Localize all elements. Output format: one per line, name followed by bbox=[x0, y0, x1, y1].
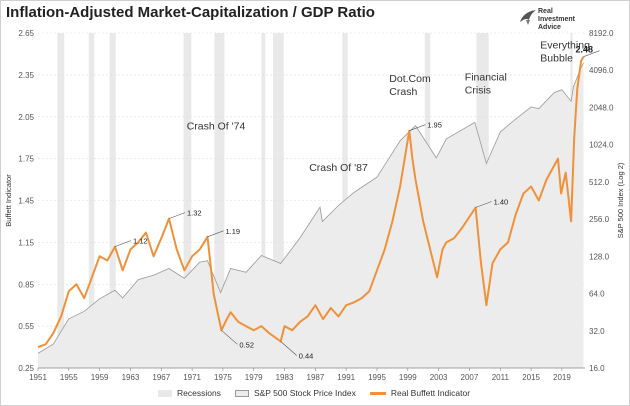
x-tick-label-2: 1959 bbox=[91, 373, 109, 382]
data-label-leader-5 bbox=[409, 124, 426, 131]
data-label-leader-7 bbox=[583, 50, 600, 57]
legend-label-buffett: Real Buffett Indicator bbox=[390, 388, 471, 398]
data-label-6: 1.40 bbox=[494, 198, 509, 207]
sp500-line bbox=[37, 62, 584, 354]
left-tick-label-5: 1.15 bbox=[18, 238, 34, 247]
eagle-logo-icon bbox=[520, 10, 536, 25]
brand-logo: Real Investment Advice bbox=[518, 6, 608, 32]
right-axis-title: S&P 500 Index (Log 2) bbox=[616, 162, 625, 238]
x-tick-label-7: 1979 bbox=[245, 373, 263, 382]
data-label-leader-3 bbox=[221, 330, 238, 345]
sp500-area bbox=[38, 62, 584, 369]
recession-band-2 bbox=[109, 33, 116, 368]
left-tick-label-0: 2.65 bbox=[18, 29, 34, 38]
legend-item-buffett: Real Buffett Indicator bbox=[369, 388, 471, 398]
logo-text-line-1: Real bbox=[538, 8, 553, 15]
legend-label-sp500: S&P 500 Stock Price Index bbox=[253, 388, 356, 398]
right-tick-label-7: 64.0 bbox=[589, 290, 605, 299]
left-axis-title: Buffett Indicator bbox=[4, 174, 13, 227]
right-tick-label-6: 128.0 bbox=[589, 252, 610, 261]
left-tick-label-4: 1.45 bbox=[18, 197, 34, 206]
left-tick-label-1: 2.35 bbox=[18, 71, 34, 80]
annotation-2-line-1: Crash bbox=[389, 86, 417, 98]
x-tick-label-14: 2007 bbox=[461, 373, 479, 382]
data-label-leader-0 bbox=[114, 240, 132, 247]
left-tick-label-6: 0.85 bbox=[18, 280, 34, 289]
x-tick-label-3: 1963 bbox=[122, 373, 140, 382]
legend-swatch-sp500 bbox=[234, 389, 249, 397]
annotation-0-line-0: Crash Of '74 bbox=[187, 120, 246, 132]
recession-band-0 bbox=[57, 33, 65, 368]
left-tick-label-7: 0.55 bbox=[18, 322, 34, 331]
data-label-7: 2.48 bbox=[576, 45, 594, 55]
x-tick-label-13: 2003 bbox=[430, 373, 448, 382]
annotation-1-line-0: Crash Of '87 bbox=[309, 162, 368, 174]
data-label-1: 1.32 bbox=[187, 209, 202, 218]
x-tick-label-10: 1991 bbox=[337, 373, 355, 382]
x-tick-label-17: 2019 bbox=[553, 373, 571, 382]
right-tick-label-8: 32.0 bbox=[589, 327, 605, 336]
annotation-2-line-0: Dot.Com bbox=[389, 73, 431, 85]
right-tick-label-2: 2048.0 bbox=[589, 103, 614, 112]
data-label-5: 1.95 bbox=[427, 121, 442, 130]
legend-item-recessions: Recessions bbox=[158, 388, 221, 398]
annotation-4-line-0: Everything bbox=[540, 39, 590, 51]
logo-text-line-3: Advice bbox=[538, 24, 561, 31]
right-tick-label-3: 1024.0 bbox=[589, 141, 614, 150]
left-tick-label-3: 1.75 bbox=[18, 155, 34, 164]
data-label-leader-1 bbox=[168, 212, 186, 219]
right-tick-label-4: 512.0 bbox=[589, 178, 610, 187]
data-label-3: 0.52 bbox=[239, 340, 254, 349]
x-tick-label-16: 2015 bbox=[522, 373, 540, 382]
data-label-leader-2 bbox=[207, 230, 224, 238]
chart-svg: 1.12 1.32 1.19 0.52 0.44 1.95 1.40 2.48 Crash O… bbox=[4, 29, 625, 382]
legend-item-sp500: S&P 500 Stock Price Index bbox=[234, 388, 356, 398]
right-tick-label-1: 4096.0 bbox=[589, 66, 614, 75]
x-tick-label-11: 1995 bbox=[368, 373, 386, 382]
x-tick-label-6: 1975 bbox=[214, 373, 232, 382]
x-tick-label-9: 1987 bbox=[307, 373, 325, 382]
x-tick-label-8: 1983 bbox=[276, 373, 294, 382]
x-tick-label-4: 1967 bbox=[152, 373, 170, 382]
x-tick-label-5: 1971 bbox=[183, 373, 201, 382]
left-tick-label-2: 2.05 bbox=[18, 113, 34, 122]
axes: 2.65 2.35 2.05 1.75 1.45 1.15 0.85 0.55 0.25 8192… bbox=[4, 29, 625, 382]
legend: Recessions S&P 500 Stock Price Index Rea… bbox=[158, 386, 470, 400]
x-tick-label-1: 1955 bbox=[60, 373, 78, 382]
data-label-4: 0.44 bbox=[299, 352, 314, 361]
right-tick-label-0: 8192.0 bbox=[589, 29, 614, 38]
right-tick-label-5: 256.0 bbox=[589, 215, 610, 224]
data-label-leader-4 bbox=[280, 341, 297, 356]
data-label-0: 1.12 bbox=[133, 237, 148, 246]
annotation-4-line-1: Bubble bbox=[540, 52, 573, 64]
legend-swatch-recessions bbox=[158, 389, 172, 397]
buffett-indicator-series bbox=[37, 56, 585, 349]
data-labels: 1.12 1.32 1.19 0.52 0.44 1.95 1.40 2.48 bbox=[114, 45, 600, 361]
logo-text-line-2: Investment bbox=[538, 16, 575, 23]
right-tick-label-9: 16.0 bbox=[589, 364, 605, 373]
chart-title: Inflation-Adjusted Market-Capitalization… bbox=[6, 4, 375, 21]
sp500-series bbox=[37, 62, 584, 369]
left-tick-label-8: 0.25 bbox=[18, 364, 34, 373]
legend-swatch-buffett bbox=[369, 391, 386, 395]
x-tick-label-15: 2011 bbox=[492, 373, 510, 382]
legend-label-recessions: Recessions bbox=[177, 388, 221, 398]
buffett-indicator-line bbox=[37, 56, 585, 349]
x-tick-label-0: 1951 bbox=[29, 373, 47, 382]
annotation-3-line-0: Financial bbox=[465, 72, 507, 84]
data-label-leader-6 bbox=[475, 201, 492, 208]
x-tick-label-12: 1999 bbox=[399, 373, 417, 382]
data-label-2: 1.19 bbox=[226, 227, 241, 236]
annotation-3-line-1: Crisis bbox=[465, 85, 491, 97]
